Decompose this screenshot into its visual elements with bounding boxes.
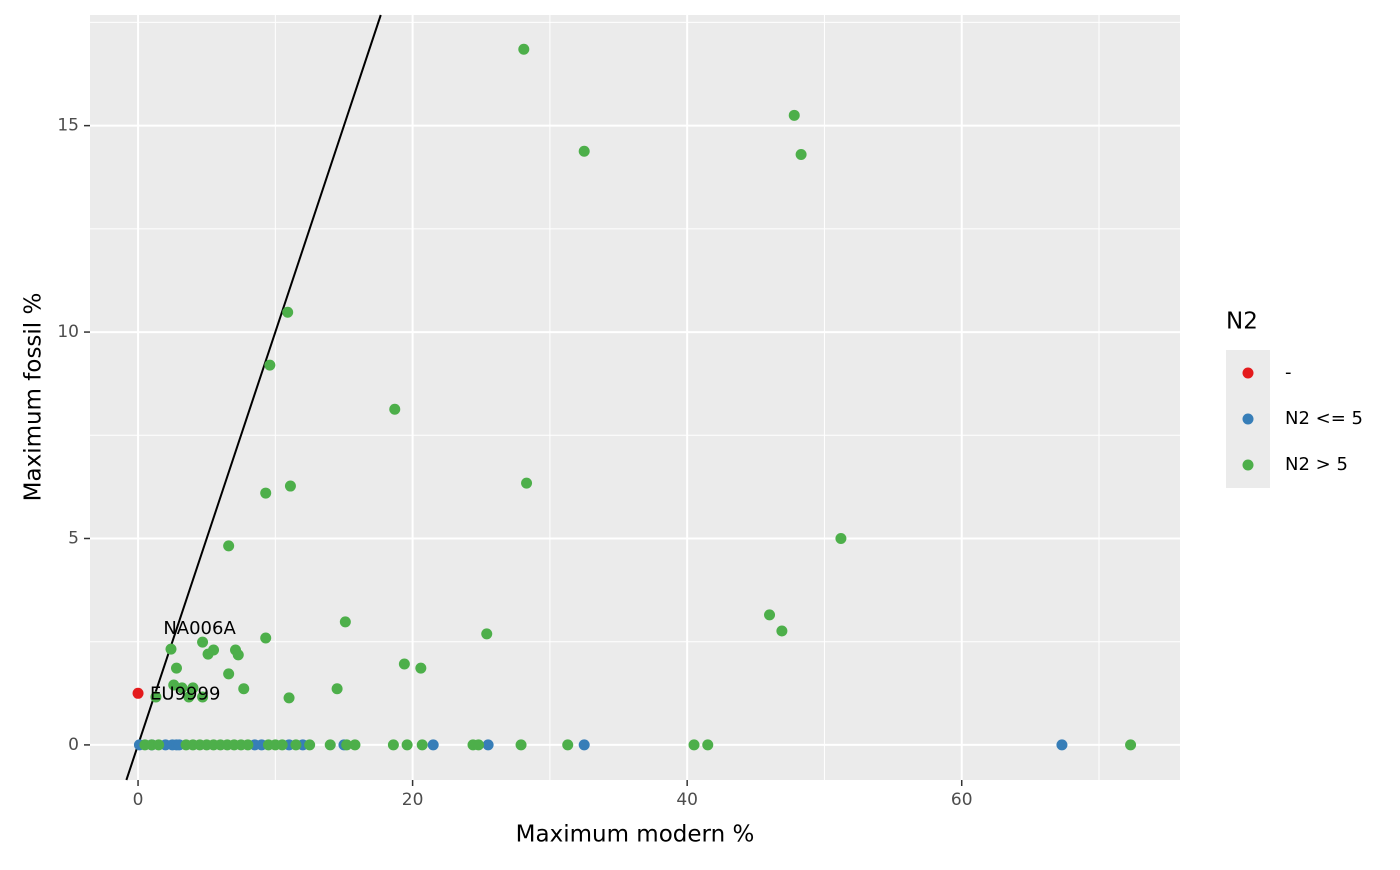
point bbox=[578, 145, 590, 157]
legend-key bbox=[1242, 459, 1254, 471]
point bbox=[1125, 739, 1137, 751]
point bbox=[232, 649, 244, 661]
point bbox=[153, 739, 165, 751]
x-tick-label: 60 bbox=[951, 790, 973, 810]
point bbox=[401, 739, 413, 751]
point bbox=[264, 359, 276, 371]
point bbox=[518, 43, 530, 55]
point-label: EU9999 bbox=[150, 683, 220, 704]
point bbox=[304, 739, 316, 751]
point bbox=[170, 662, 182, 674]
y-axis-title: Maximum fossil % bbox=[21, 293, 47, 502]
point bbox=[688, 739, 700, 751]
point bbox=[835, 532, 847, 544]
point bbox=[349, 739, 361, 751]
point bbox=[238, 683, 250, 695]
point bbox=[197, 691, 209, 703]
point bbox=[416, 739, 428, 751]
point bbox=[202, 648, 214, 660]
x-tick-label: 0 bbox=[133, 790, 144, 810]
point bbox=[276, 739, 288, 751]
point bbox=[387, 739, 399, 751]
legend-label: - bbox=[1285, 362, 1292, 383]
point bbox=[260, 632, 272, 644]
legend-title: N2 bbox=[1226, 309, 1258, 335]
point bbox=[283, 692, 295, 704]
point bbox=[197, 636, 209, 648]
point bbox=[788, 109, 800, 121]
y-tick-label: 15 bbox=[57, 116, 79, 136]
point bbox=[150, 691, 162, 703]
point bbox=[415, 662, 427, 674]
point bbox=[282, 306, 294, 318]
point bbox=[702, 739, 714, 751]
marks bbox=[125, 14, 1137, 781]
x-tick-label: 20 bbox=[402, 790, 424, 810]
point bbox=[223, 668, 235, 680]
point bbox=[776, 625, 788, 637]
point bbox=[562, 739, 574, 751]
point bbox=[324, 739, 336, 751]
point bbox=[242, 739, 254, 751]
legend-label: N2 <= 5 bbox=[1285, 408, 1363, 429]
legend-label: N2 > 5 bbox=[1285, 454, 1348, 475]
y-tick-label: 0 bbox=[68, 735, 79, 755]
y-tick-label: 5 bbox=[68, 528, 79, 548]
point bbox=[183, 691, 195, 703]
legend-key bbox=[1242, 413, 1254, 425]
point-label: NA006A bbox=[163, 618, 236, 639]
point bbox=[165, 643, 177, 655]
point bbox=[578, 739, 590, 751]
point bbox=[331, 683, 343, 695]
point bbox=[132, 687, 144, 699]
point bbox=[168, 679, 180, 691]
point bbox=[473, 739, 485, 751]
point bbox=[482, 739, 494, 751]
point bbox=[515, 739, 527, 751]
point bbox=[481, 628, 493, 640]
point bbox=[260, 487, 272, 499]
grid bbox=[90, 15, 1180, 780]
legend-key bbox=[1242, 367, 1254, 379]
point bbox=[427, 739, 439, 751]
point bbox=[341, 739, 353, 751]
point bbox=[187, 682, 199, 694]
point bbox=[764, 609, 776, 621]
y-tick-label: 10 bbox=[57, 322, 79, 342]
x-tick-label: 40 bbox=[676, 790, 698, 810]
point bbox=[339, 616, 351, 628]
point bbox=[389, 403, 401, 415]
point bbox=[795, 149, 807, 161]
point bbox=[521, 477, 533, 489]
point bbox=[1056, 739, 1068, 751]
point bbox=[284, 480, 296, 492]
x-axis-title: Maximum modern % bbox=[516, 822, 755, 848]
point bbox=[290, 739, 302, 751]
point bbox=[398, 658, 410, 670]
point bbox=[223, 540, 235, 552]
panel bbox=[90, 15, 1180, 780]
